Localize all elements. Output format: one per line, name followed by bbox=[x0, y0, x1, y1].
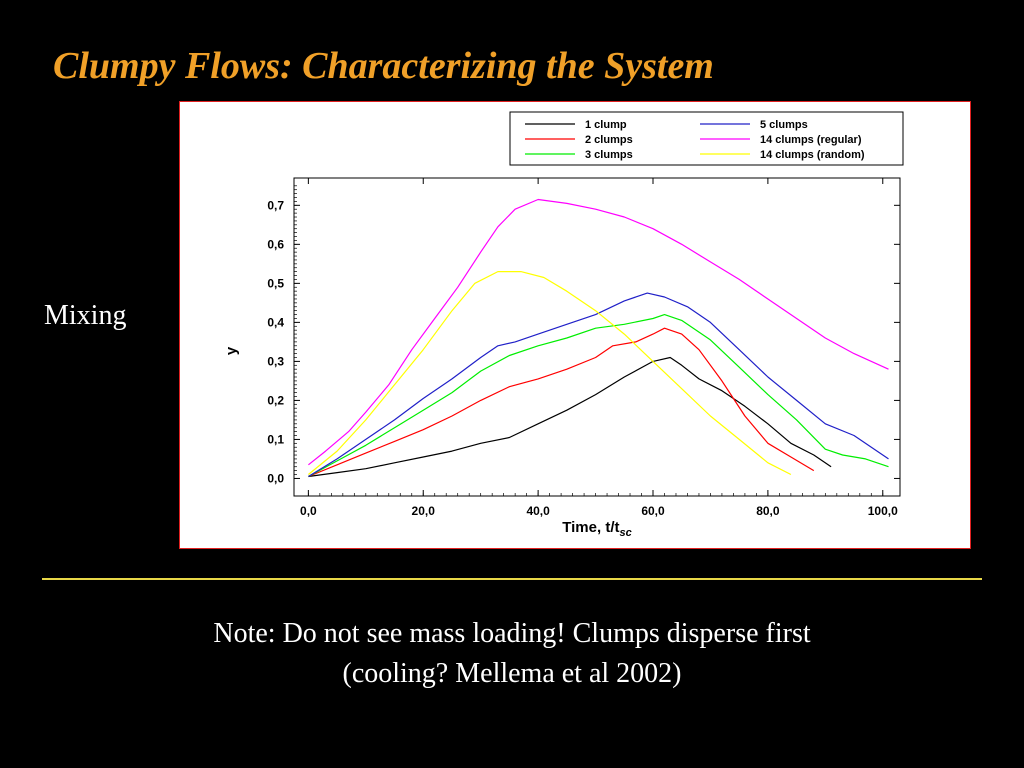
y-tick-label: 0,1 bbox=[267, 432, 284, 446]
y-tick-label: 0,5 bbox=[267, 276, 284, 290]
slide-title: Clumpy Flows: Characterizing the System bbox=[53, 45, 714, 87]
divider-line bbox=[42, 578, 982, 580]
y-tick-label: 0,7 bbox=[267, 198, 284, 212]
y-axis-label: y bbox=[223, 346, 240, 355]
x-tick-label: 20,0 bbox=[412, 504, 436, 518]
y-tick-label: 0,6 bbox=[267, 237, 284, 251]
series-line bbox=[308, 356, 832, 478]
series-layer bbox=[308, 198, 889, 478]
chart-frame: 1 clump 2 clumps 3 clumps 5 clumps 14 clumps… bbox=[179, 101, 971, 549]
legend-label: 2 clumps bbox=[585, 134, 633, 146]
series-line bbox=[308, 327, 815, 478]
y-tick-label: 0,4 bbox=[267, 315, 284, 329]
x-tick-label: 40,0 bbox=[526, 504, 550, 518]
x-tick-label: 60,0 bbox=[641, 504, 665, 518]
legend-label: 1 clump bbox=[585, 119, 627, 131]
note-line-1: Note: Do not see mass loading! Clumps di… bbox=[213, 618, 811, 649]
series-line bbox=[308, 271, 792, 476]
x-tick-label: 80,0 bbox=[756, 504, 780, 518]
note: Note: Do not see mass loading! Clumps di… bbox=[0, 614, 1024, 694]
y-tick-label: 0,0 bbox=[267, 471, 284, 485]
note-line-2: (cooling? Mellema et al 2002) bbox=[342, 658, 682, 689]
x-tick-label: 0,0 bbox=[300, 504, 317, 518]
chart-legend: 1 clump 2 clumps 3 clumps 5 clumps 14 clumps… bbox=[509, 111, 904, 166]
series-line bbox=[308, 198, 889, 466]
legend-label: 14 clumps (regular) bbox=[760, 134, 862, 146]
axes-layer: 0,0 20,0 40,0 60,0 80,0 100,0 0,0 0,1 0,2 0,3 0,4 0… bbox=[267, 178, 900, 518]
series-line bbox=[308, 292, 889, 478]
y-tick-label: 0,3 bbox=[267, 354, 284, 368]
x-axis-label-subscript: sc bbox=[619, 527, 631, 539]
x-tick-label: 100,0 bbox=[868, 504, 898, 518]
line-chart: 1 clump 2 clumps 3 clumps 5 clumps 14 clumps… bbox=[223, 111, 904, 539]
legend-label: 3 clumps bbox=[585, 149, 633, 161]
legend-label: 5 clumps bbox=[760, 119, 808, 131]
plot-area bbox=[293, 177, 901, 497]
y-tick-label: 0,2 bbox=[267, 393, 284, 407]
series-line bbox=[308, 314, 889, 478]
legend-label: 14 clumps (random) bbox=[760, 149, 865, 161]
x-axis-label: Time, t/tsc bbox=[562, 519, 631, 539]
mixing-label: Mixing bbox=[44, 300, 127, 331]
